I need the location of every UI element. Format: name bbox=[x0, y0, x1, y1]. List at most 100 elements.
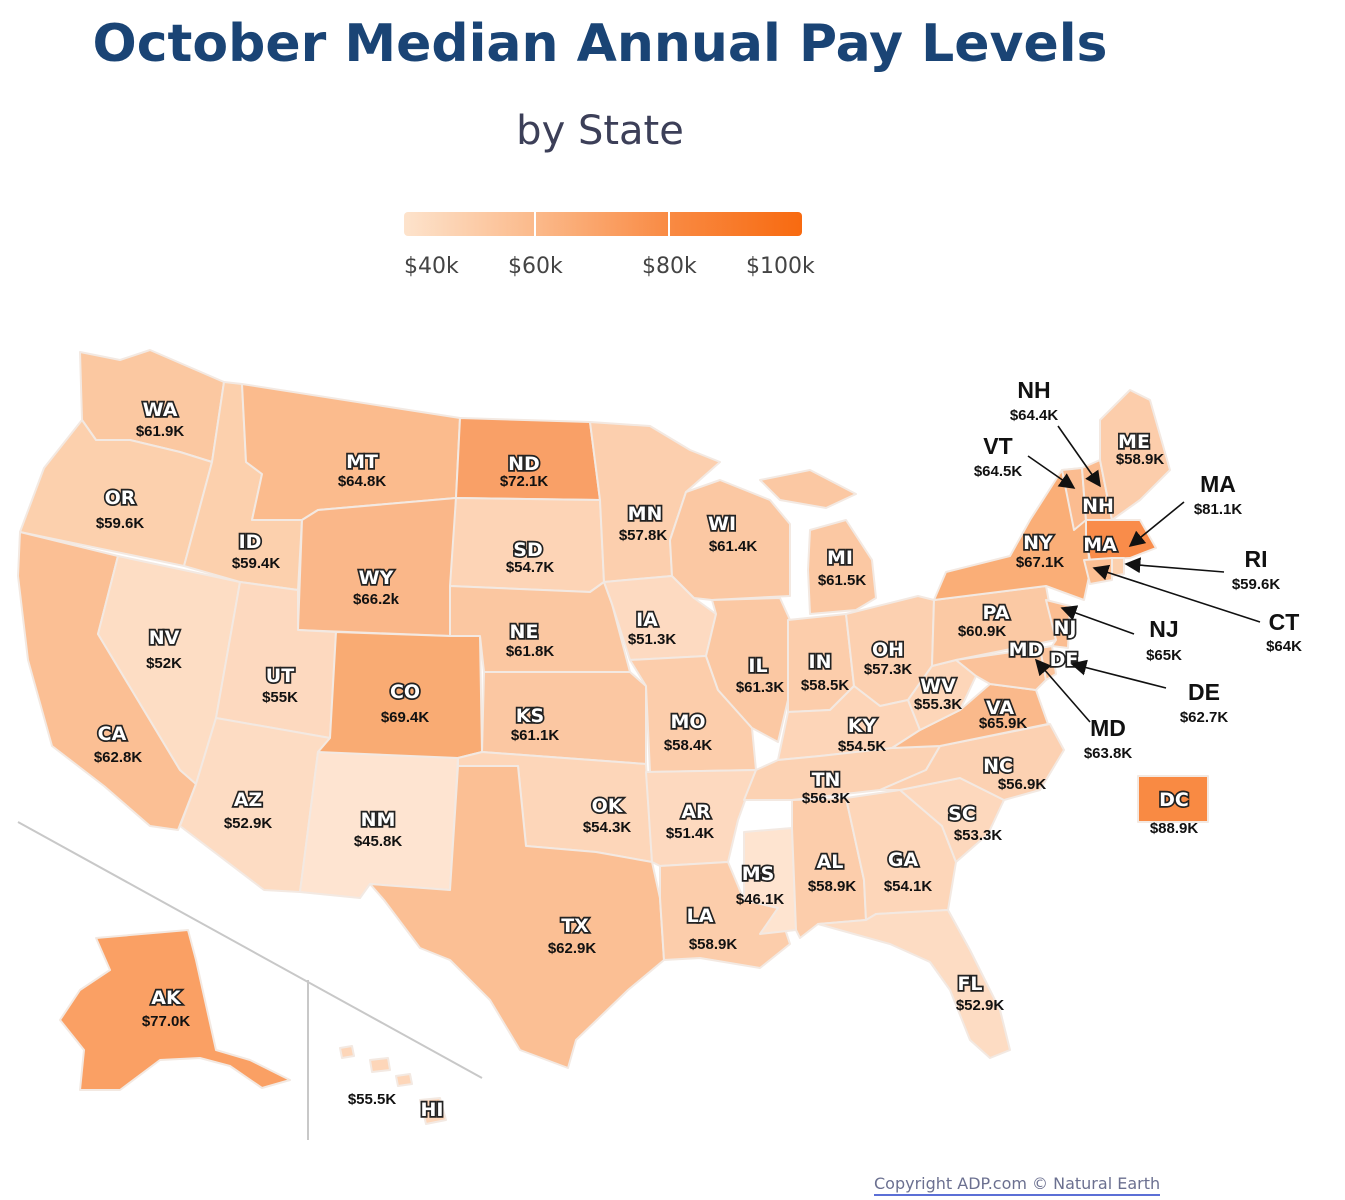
callout-ri-value: $59.6K bbox=[1232, 576, 1281, 593]
value-ne: $61.8K bbox=[506, 643, 555, 660]
abbr-wi: WI bbox=[708, 513, 736, 535]
value-ut: $55K bbox=[262, 689, 298, 706]
abbr-la: LA bbox=[687, 905, 714, 927]
abbr-nh-map: NH bbox=[1082, 495, 1114, 517]
value-ok: $54.3K bbox=[583, 819, 632, 836]
abbr-wy: WY bbox=[359, 567, 394, 589]
state-me[interactable] bbox=[1099, 389, 1171, 521]
value-or: $59.6K bbox=[96, 515, 145, 532]
abbr-mo: MO bbox=[670, 711, 705, 733]
legend-separator bbox=[534, 212, 536, 236]
value-nm: $45.8K bbox=[354, 833, 403, 850]
callout-nh-value: $64.4K bbox=[1010, 407, 1059, 424]
callout-vt-value: $64.5K bbox=[974, 463, 1023, 480]
callout-nj-abbr: NJ bbox=[1149, 616, 1178, 642]
value-pa: $60.9K bbox=[958, 623, 1007, 640]
abbr-nc: NC bbox=[983, 755, 1013, 777]
abbr-ca: CA bbox=[98, 723, 127, 745]
abbr-ma-map: MA bbox=[1083, 534, 1117, 556]
state-la[interactable] bbox=[659, 861, 791, 969]
abbr-sd: SD bbox=[513, 539, 542, 561]
value-ky: $54.5K bbox=[838, 738, 887, 755]
value-ga: $54.1K bbox=[884, 878, 933, 895]
state-dc[interactable] bbox=[1137, 775, 1209, 823]
abbr-ut: UT bbox=[266, 665, 294, 687]
callout-ct-abbr: CT bbox=[1269, 609, 1300, 635]
abbr-ms: MS bbox=[742, 863, 775, 885]
abbr-pa: PA bbox=[983, 602, 1010, 624]
value-ms: $46.1K bbox=[736, 891, 785, 908]
abbr-nj-map: NJ bbox=[1054, 617, 1077, 639]
callout-ma-abbr: MA bbox=[1200, 471, 1236, 497]
abbr-tn: TN bbox=[812, 769, 841, 791]
abbr-nd: ND bbox=[508, 453, 540, 475]
copyright-link[interactable]: Copyright ADP.com © Natural Earth bbox=[874, 1174, 1161, 1196]
abbr-az: AZ bbox=[234, 789, 262, 811]
value-ca: $62.8K bbox=[94, 749, 143, 766]
value-az: $52.9K bbox=[224, 815, 273, 832]
abbr-id: ID bbox=[239, 531, 262, 553]
value-sd: $54.7K bbox=[506, 559, 555, 576]
state-ct[interactable] bbox=[1083, 557, 1113, 585]
abbr-il: IL bbox=[748, 655, 767, 677]
value-mn: $57.8K bbox=[619, 527, 668, 544]
callout-vt-arrow bbox=[1027, 455, 1076, 489]
callout-md-arrow bbox=[1034, 658, 1091, 723]
callout-vt-abbr: VT bbox=[983, 433, 1012, 459]
state-mi[interactable] bbox=[807, 519, 877, 615]
value-mi: $61.5K bbox=[818, 572, 867, 589]
abbr-de-map: DE bbox=[1050, 649, 1079, 671]
value-co: $69.4K bbox=[381, 709, 430, 726]
value-wy: $66.2k bbox=[353, 591, 400, 608]
page-subtitle: by State bbox=[516, 108, 684, 154]
callout-nj-arrow bbox=[1060, 605, 1135, 635]
value-al: $58.9K bbox=[808, 878, 857, 895]
abbr-ga: GA bbox=[888, 849, 919, 871]
callout-md-abbr: MD bbox=[1090, 715, 1126, 741]
abbr-wv: WV bbox=[920, 675, 956, 697]
value-in: $58.5K bbox=[801, 677, 850, 694]
state-mi-upper[interactable] bbox=[759, 469, 857, 509]
state-hi-islands[interactable] bbox=[339, 1045, 413, 1087]
value-tn: $56.3K bbox=[802, 790, 851, 807]
state-tx[interactable] bbox=[369, 765, 665, 1069]
state-ks[interactable] bbox=[481, 671, 647, 765]
value-va: $65.9K bbox=[979, 715, 1028, 732]
state-il[interactable] bbox=[705, 597, 791, 743]
legend-tick-80k: $80k bbox=[642, 254, 697, 279]
abbr-wa: WA bbox=[143, 399, 178, 421]
value-wv: $55.3K bbox=[914, 696, 963, 713]
legend-tick-100k: $100k bbox=[746, 254, 815, 279]
abbr-va: VA bbox=[986, 697, 1014, 719]
abbr-ok: OK bbox=[592, 795, 624, 817]
callout-ct-arrow bbox=[1092, 564, 1261, 623]
state-labels: WA $61.9K OR $59.6K CA $62.8K NV $52K ID… bbox=[94, 397, 1199, 1122]
state-ri[interactable] bbox=[1111, 557, 1125, 577]
state-ma[interactable] bbox=[1085, 519, 1157, 561]
value-nc: $56.9K bbox=[998, 776, 1047, 793]
value-wi: $61.4K bbox=[709, 538, 758, 555]
legend-tick-60k: $60k bbox=[508, 254, 563, 279]
abbr-me: ME bbox=[1118, 431, 1150, 453]
state-shapes bbox=[17, 349, 1209, 1125]
abbr-ny: NY bbox=[1023, 532, 1053, 554]
color-legend-bar bbox=[404, 212, 802, 236]
legend-tick-40k: $40k bbox=[404, 254, 459, 279]
value-ak: $77.0K bbox=[142, 1013, 191, 1030]
value-dc: $88.9K bbox=[1150, 820, 1199, 837]
abbr-or: OR bbox=[105, 487, 136, 509]
abbr-ak: AK bbox=[151, 987, 182, 1009]
abbr-in: IN bbox=[809, 651, 832, 673]
state-ak[interactable] bbox=[59, 929, 291, 1091]
inset-divider bbox=[17, 821, 483, 1079]
value-la: $58.9K bbox=[689, 936, 738, 953]
state-hi[interactable] bbox=[419, 1097, 447, 1125]
value-ia: $51.3K bbox=[628, 631, 677, 648]
abbr-ky: KY bbox=[848, 715, 877, 737]
value-mt: $64.8K bbox=[338, 473, 387, 490]
abbr-mi: MI bbox=[827, 547, 853, 569]
state-fl[interactable] bbox=[817, 909, 1011, 1059]
value-sc: $53.3K bbox=[954, 827, 1003, 844]
abbr-mn: MN bbox=[628, 503, 663, 525]
